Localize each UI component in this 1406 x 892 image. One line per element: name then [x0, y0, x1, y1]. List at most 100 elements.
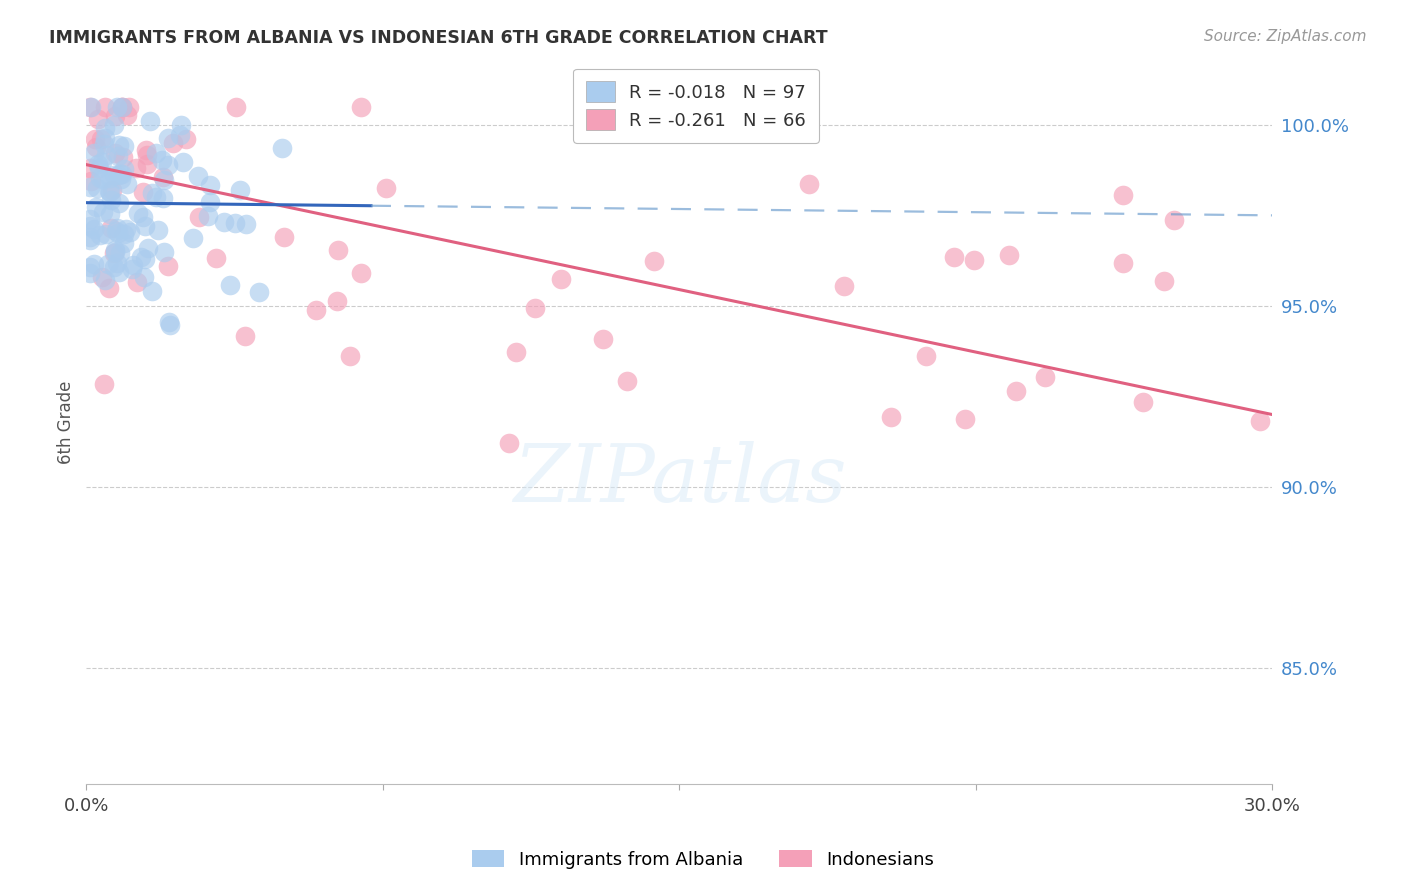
- Point: [914, 350, 936, 364]
- Point: [233, 329, 256, 343]
- Point: [150, 153, 173, 167]
- Point: [84, 132, 107, 146]
- Point: [799, 177, 821, 191]
- Point: [79, 100, 101, 114]
- Legend: Immigrants from Albania, Indonesians: Immigrants from Albania, Indonesians: [465, 843, 941, 876]
- Point: [953, 412, 976, 426]
- Point: [83, 222, 105, 236]
- Point: [79, 266, 101, 280]
- Point: [134, 252, 156, 267]
- Point: [1249, 414, 1271, 428]
- Text: Source: ZipAtlas.com: Source: ZipAtlas.com: [1204, 29, 1367, 44]
- Point: [108, 195, 131, 210]
- Point: [136, 148, 159, 162]
- Point: [80, 174, 103, 188]
- Point: [83, 257, 105, 271]
- Point: [339, 349, 361, 363]
- Point: [963, 252, 986, 267]
- Point: [305, 303, 328, 318]
- Point: [91, 205, 114, 219]
- Point: [98, 207, 121, 221]
- Point: [153, 173, 176, 187]
- Point: [105, 100, 128, 114]
- Point: [98, 185, 121, 199]
- Point: [79, 233, 101, 247]
- Point: [104, 244, 127, 259]
- Point: [87, 157, 110, 171]
- Point: [198, 178, 221, 192]
- Point: [112, 227, 135, 242]
- Point: [188, 210, 211, 224]
- Point: [170, 118, 193, 132]
- Point: [224, 216, 246, 230]
- Point: [131, 185, 153, 199]
- Point: [212, 215, 235, 229]
- Point: [162, 136, 184, 150]
- Point: [125, 161, 148, 176]
- Point: [103, 246, 125, 260]
- Point: [152, 191, 174, 205]
- Point: [90, 132, 112, 146]
- Y-axis label: 6th Grade: 6th Grade: [58, 380, 75, 464]
- Point: [110, 171, 132, 186]
- Point: [326, 294, 349, 309]
- Point: [87, 112, 110, 126]
- Point: [104, 109, 127, 123]
- Point: [1112, 188, 1135, 202]
- Point: [943, 250, 966, 264]
- Point: [114, 138, 136, 153]
- Point: [550, 272, 572, 286]
- Point: [125, 275, 148, 289]
- Point: [89, 171, 111, 186]
- Point: [169, 128, 191, 142]
- Point: [505, 345, 527, 359]
- Point: [97, 184, 120, 198]
- Point: [156, 259, 179, 273]
- Point: [1111, 255, 1133, 269]
- Point: [91, 172, 114, 186]
- Point: [110, 167, 132, 181]
- Point: [139, 113, 162, 128]
- Point: [111, 168, 134, 182]
- Point: [997, 248, 1019, 262]
- Point: [100, 183, 122, 197]
- Point: [350, 266, 373, 280]
- Point: [108, 138, 131, 153]
- Point: [141, 284, 163, 298]
- Point: [1132, 394, 1154, 409]
- Point: [127, 206, 149, 220]
- Point: [1005, 384, 1028, 399]
- Point: [104, 224, 127, 238]
- Point: [1153, 274, 1175, 288]
- Point: [273, 230, 295, 244]
- Point: [91, 155, 114, 169]
- Point: [157, 158, 180, 172]
- Point: [157, 315, 180, 329]
- Point: [105, 220, 128, 235]
- Point: [107, 226, 129, 240]
- Point: [880, 409, 903, 424]
- Point: [132, 210, 155, 224]
- Point: [79, 212, 101, 227]
- Point: [79, 161, 101, 176]
- Point: [145, 189, 167, 203]
- Point: [592, 332, 614, 346]
- Point: [225, 100, 247, 114]
- Point: [1033, 370, 1056, 384]
- Point: [152, 169, 174, 184]
- Point: [79, 179, 101, 194]
- Point: [134, 219, 156, 233]
- Point: [112, 150, 135, 164]
- Point: [103, 244, 125, 258]
- Point: [80, 100, 103, 114]
- Point: [498, 436, 520, 450]
- Point: [112, 161, 135, 176]
- Point: [87, 161, 110, 175]
- Point: [135, 143, 157, 157]
- Text: ZIPatlas: ZIPatlas: [513, 441, 846, 518]
- Point: [118, 100, 141, 114]
- Point: [187, 169, 209, 183]
- Point: [159, 318, 181, 332]
- Point: [103, 119, 125, 133]
- Point: [146, 223, 169, 237]
